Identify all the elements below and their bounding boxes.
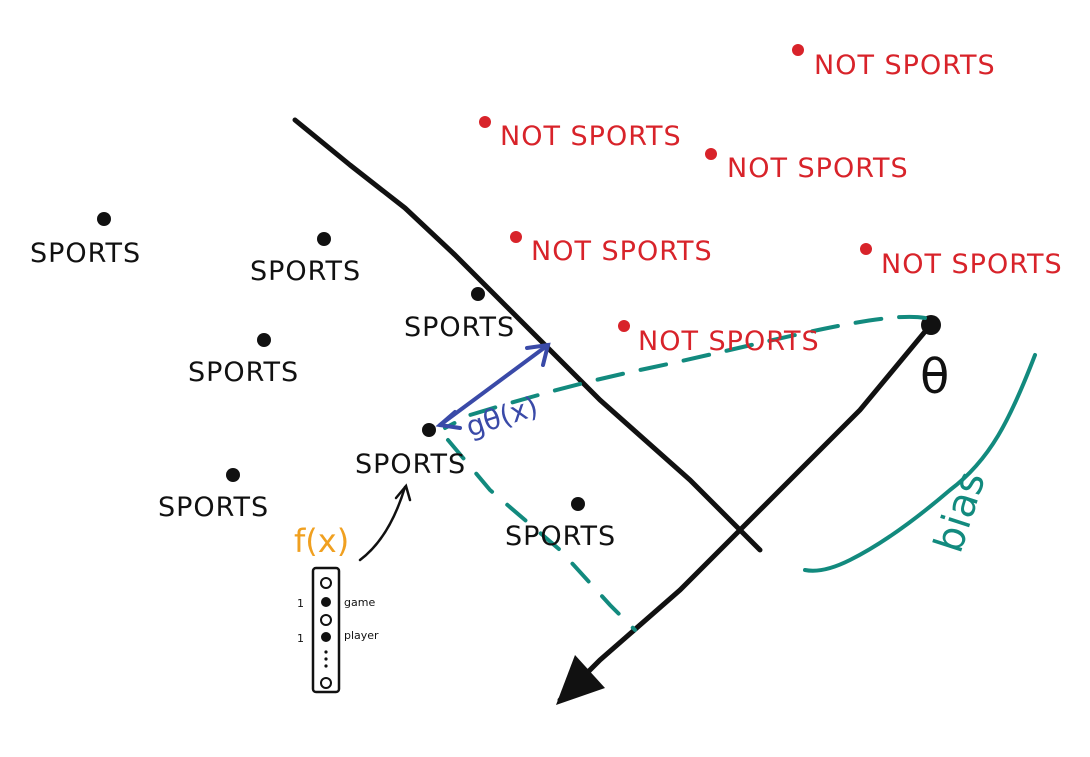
feature-filled-circle-icon (321, 597, 331, 607)
decision-boundary-line (292, 117, 763, 553)
feature-empty-circle-icon (320, 614, 332, 626)
feature-ellipsis-dot (324, 650, 328, 654)
feature-one-label: 1 (297, 632, 304, 645)
feature-vector: 1 1 game player (297, 566, 379, 694)
not-sports-point: NOT SPORTS (510, 231, 713, 267)
theta-origin-dot (921, 315, 941, 335)
sports-label: SPORTS (355, 449, 466, 480)
not-sports-dot (479, 116, 491, 128)
not-sports-point: NOT SPORTS (860, 243, 1063, 280)
not-sports-dot (510, 231, 522, 243)
distance-arrow-line (438, 343, 550, 427)
not-sports-dot (860, 243, 872, 255)
sports-dot (471, 287, 485, 301)
sports-dot (422, 423, 436, 437)
f-x-arrowhead-icon (394, 483, 412, 502)
not-sports-dot (618, 320, 630, 332)
sports-dot (97, 212, 111, 226)
sports-point: SPORTS (505, 497, 616, 552)
sports-label: SPORTS (158, 492, 269, 523)
not-sports-point: NOT SPORTS (705, 148, 909, 184)
not-sports-point: NOT SPORTS (792, 44, 996, 81)
theta-arrowhead-icon (556, 655, 605, 705)
feature-game-label: game (344, 596, 375, 609)
feature-filled-circle-icon (321, 632, 331, 642)
not-sports-point: NOT SPORTS (479, 116, 682, 152)
sports-label: SPORTS (250, 256, 361, 287)
not-sports-label: NOT SPORTS (814, 50, 996, 81)
sports-point: SPORTS (30, 212, 141, 269)
theta-label: θ (920, 349, 949, 405)
not-sports-dot (792, 44, 804, 56)
sports-label: SPORTS (505, 521, 616, 552)
bias-brace (803, 353, 1037, 573)
feature-ellipsis-dot (324, 657, 328, 661)
feature-ellipsis-dot (324, 664, 328, 668)
sports-point: SPORTS (158, 468, 269, 523)
sports-label: SPORTS (404, 312, 515, 343)
feature-one-label: 1 (297, 597, 304, 610)
perpendicular-dashed-line (446, 438, 637, 632)
sports-point: SPORTS (250, 232, 361, 287)
not-sports-label: NOT SPORTS (881, 249, 1063, 280)
feature-empty-circle-icon (320, 577, 332, 589)
not-sports-label: NOT SPORTS (531, 236, 713, 267)
not-sports-label: NOT SPORTS (500, 121, 682, 152)
sports-dot (257, 333, 271, 347)
not-sports-label: NOT SPORTS (638, 326, 820, 357)
feature-player-label: player (344, 629, 379, 642)
bias-label: bias (926, 466, 995, 558)
sports-point: SPORTS (404, 287, 515, 343)
sports-point: SPORTS (188, 333, 299, 388)
sports-label: SPORTS (188, 357, 299, 388)
not-sports-dot (705, 148, 717, 160)
not-sports-label: NOT SPORTS (727, 153, 909, 184)
sports-point: SPORTS (355, 423, 466, 480)
projection-dashed-line (443, 314, 927, 430)
feature-vector-box (311, 566, 341, 694)
f-x-label: f(x) (294, 522, 349, 560)
sports-dot (317, 232, 331, 246)
not-sports-point: NOT SPORTS (618, 320, 820, 357)
feature-empty-circle-icon (320, 677, 332, 689)
sports-dot (571, 497, 585, 511)
sports-label: SPORTS (30, 238, 141, 269)
f-x-arrow-line (358, 485, 407, 562)
sports-dot (226, 468, 240, 482)
theta-vector-line (557, 325, 931, 703)
distance-arrowhead-lower-icon (435, 410, 462, 430)
distance-arrowhead-upper-icon (525, 342, 551, 367)
